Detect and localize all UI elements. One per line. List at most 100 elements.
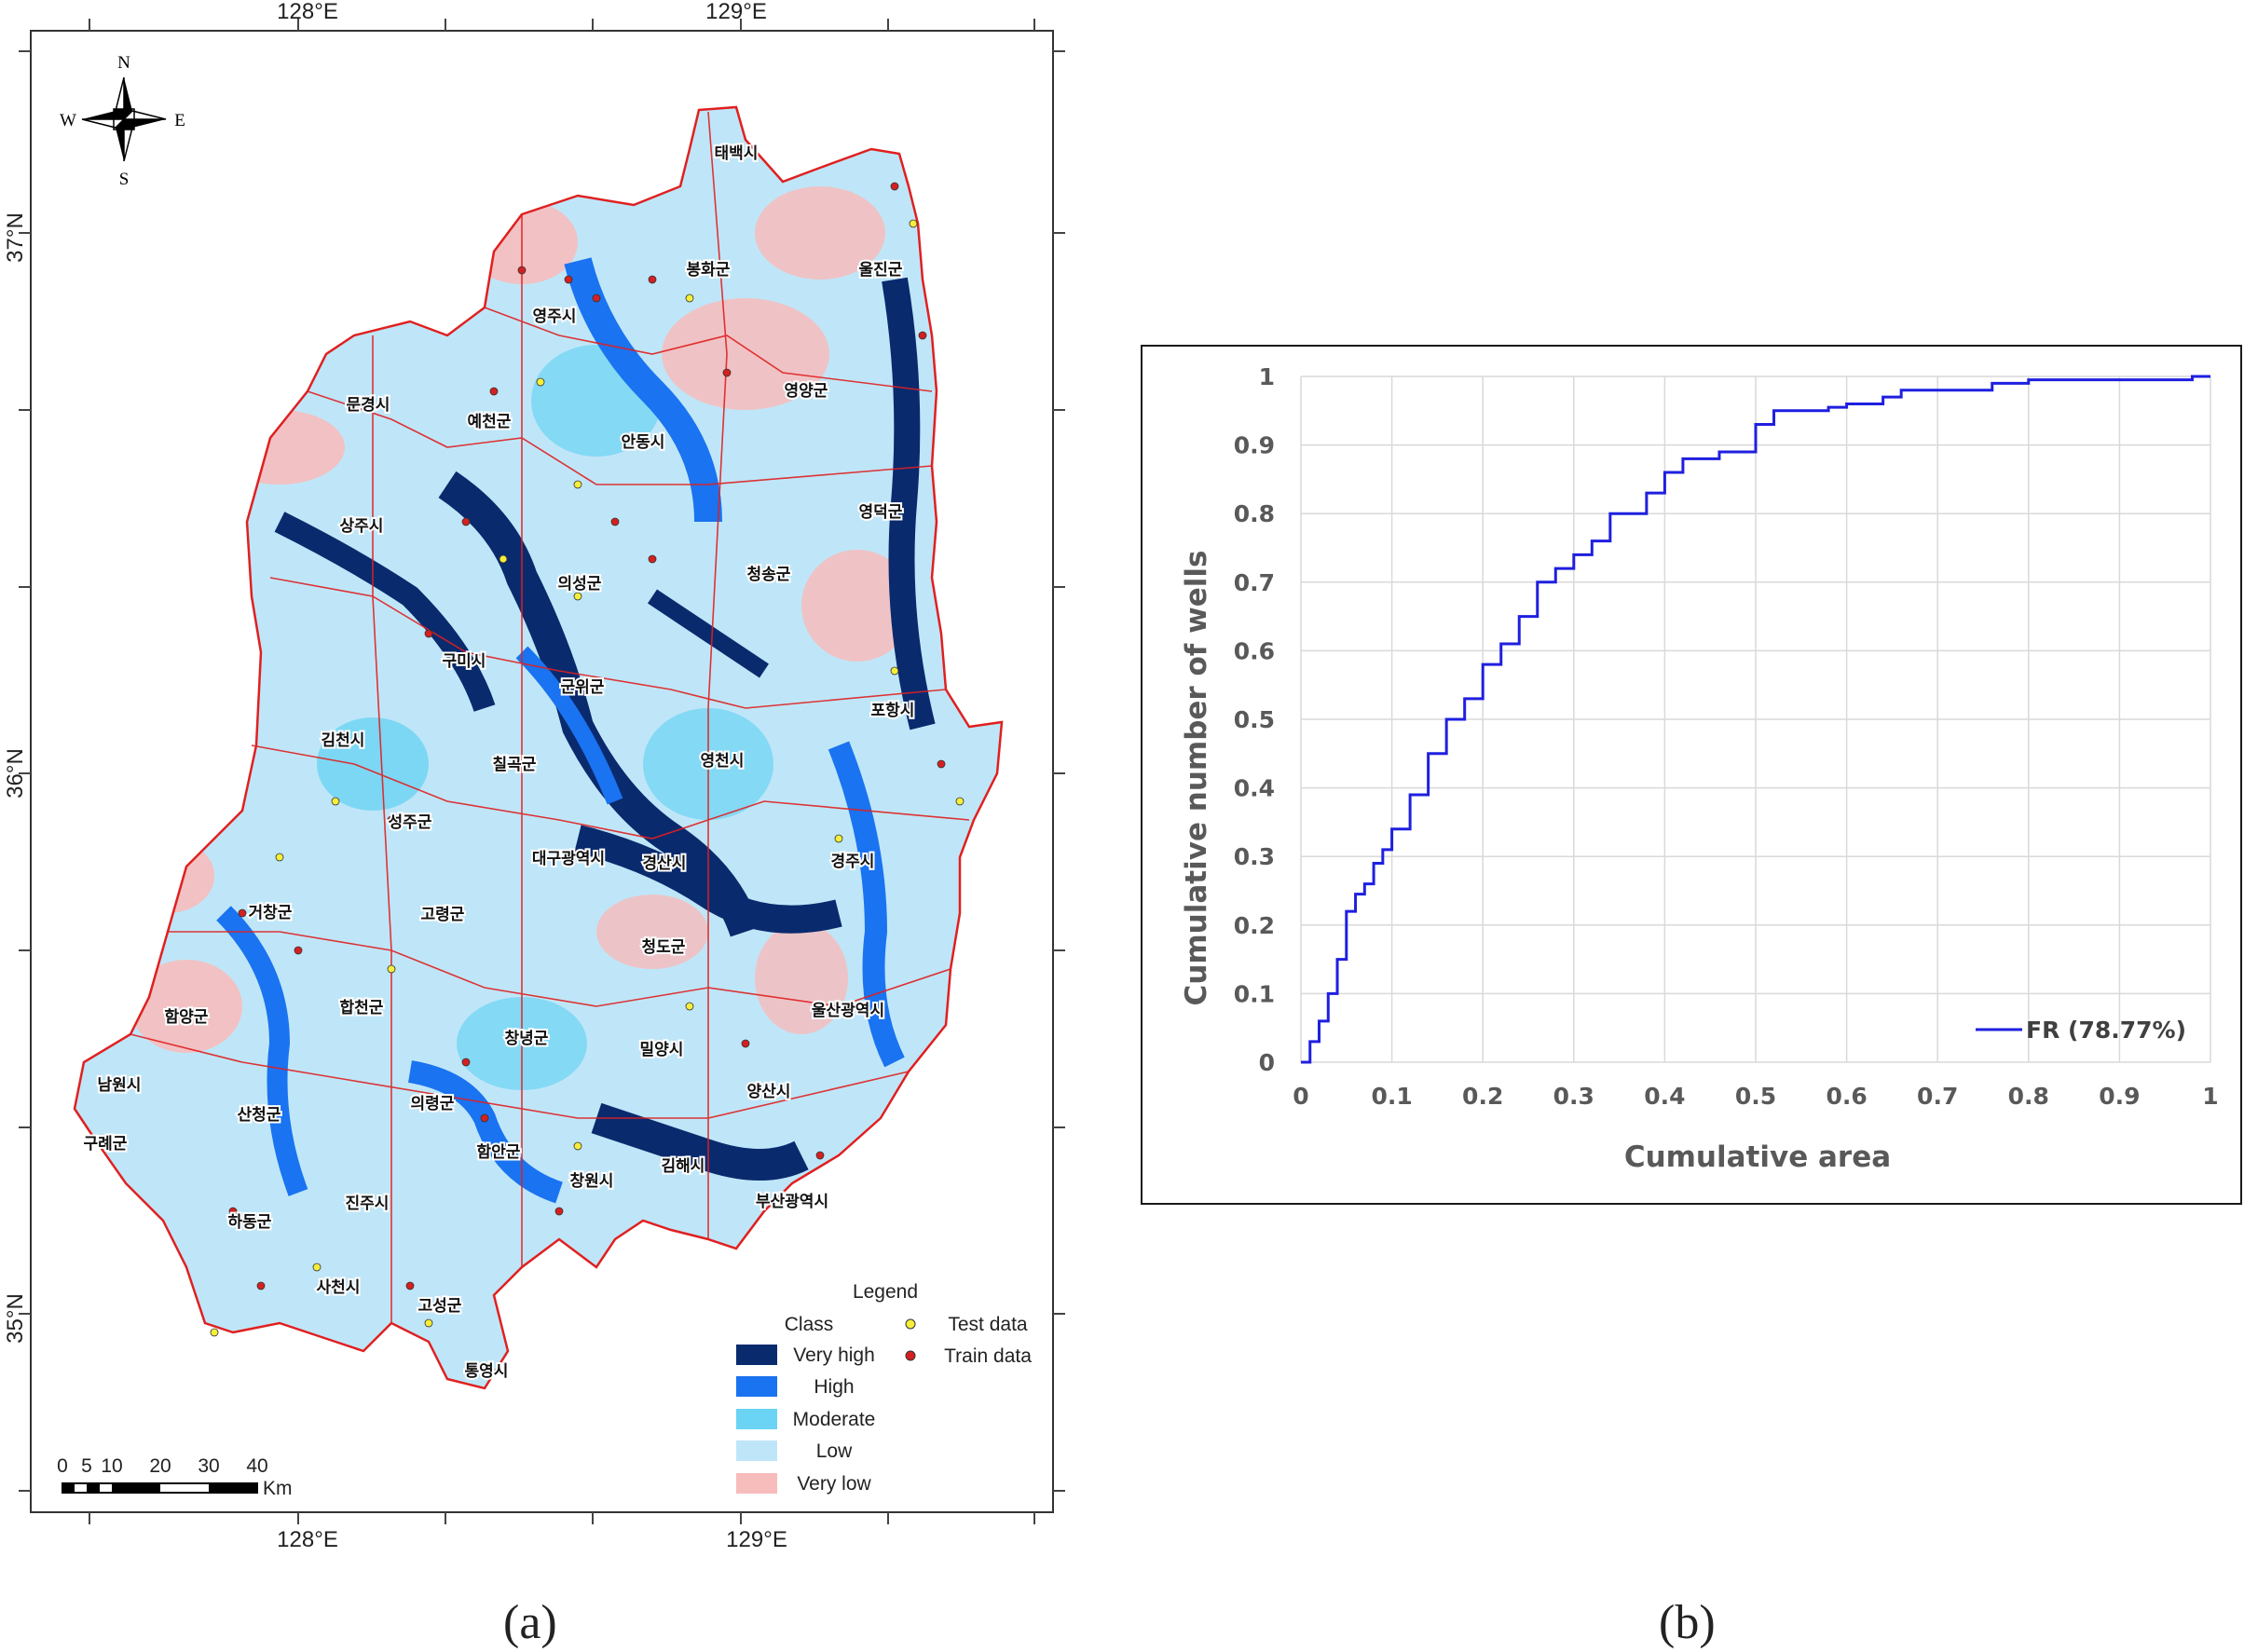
place-label: 안동시 <box>622 433 665 452</box>
y-tick-label: 0.3 <box>1234 843 1275 870</box>
place-label: 밀양시 <box>640 1040 684 1059</box>
lat-label-37-right: 37°N <box>1066 212 1072 263</box>
lon-label-128-bottom: 128°E <box>277 1527 338 1552</box>
place-label: 성주군 <box>389 813 432 832</box>
x-tick-label: 0.5 <box>1735 1083 1776 1110</box>
place-label: 구미시 <box>443 652 486 671</box>
x-tick-label: 1 <box>2202 1083 2218 1110</box>
scale-tick: 30 <box>198 1455 219 1477</box>
place-label: 함양군 <box>165 1007 209 1027</box>
lon-label-128-top: 128°E <box>277 0 338 24</box>
place-label: 김해시 <box>662 1157 705 1176</box>
place-label: 태백시 <box>715 144 759 163</box>
scale-tick: 10 <box>101 1455 122 1477</box>
lat-label-36-right: 36°N <box>1066 748 1072 799</box>
place-label: 영덕군 <box>859 503 903 522</box>
x-axis-label: Cumulative area <box>1624 1140 1891 1174</box>
x-tick-label: 0.8 <box>2008 1083 2049 1110</box>
y-tick-label: 0.9 <box>1234 432 1275 459</box>
chart-series <box>1301 375 2210 1064</box>
lat-label-37-left: 37°N <box>3 212 28 263</box>
legend-swatch-moderate <box>736 1409 777 1429</box>
susceptibility-region <box>73 105 1004 1390</box>
north-arrow-icon: N S E W <box>60 53 185 189</box>
legend-class-label: Low <box>816 1440 853 1462</box>
scale-tick: 5 <box>81 1455 92 1477</box>
x-tick-label: 0.4 <box>1644 1083 1685 1110</box>
place-label: 김천시 <box>322 731 365 750</box>
compass-w: W <box>60 111 76 130</box>
x-tick-label: 0.6 <box>1826 1083 1867 1110</box>
place-label: 울산광역시 <box>812 1002 884 1020</box>
place-label: 고령군 <box>421 905 465 924</box>
place-label: 창원시 <box>570 1172 614 1191</box>
series-line-fr <box>1301 375 2210 1064</box>
legend-swatch-low <box>736 1440 777 1461</box>
place-label: 양산시 <box>747 1083 791 1101</box>
scale-tick: 40 <box>246 1455 267 1477</box>
y-tick-label: 0.2 <box>1234 912 1275 939</box>
legend-test-marker <box>905 1318 916 1330</box>
map-legend: Legend Class Very high High Moderate Low… <box>736 1281 1032 1495</box>
lat-label-36-left: 36°N <box>3 748 28 799</box>
legend-title: Legend <box>853 1281 918 1303</box>
legend-point-label: Train data <box>944 1345 1032 1367</box>
place-label: 진주시 <box>346 1195 390 1213</box>
y-tick-label: 0.7 <box>1234 569 1275 596</box>
place-label: 울진군 <box>859 261 903 280</box>
success-rate-chart: 0 0.1 0.2 0.3 0.4 0.5 0.6 0.7 0.8 0.9 1 0 0.1 0.2 0.3 0… <box>1180 363 2219 1174</box>
place-label: 거창군 <box>249 904 293 922</box>
place-label: 사천시 <box>317 1278 361 1297</box>
x-tick-label: 0.9 <box>2099 1083 2140 1110</box>
place-label: 산청군 <box>238 1105 281 1125</box>
place-label: 영양군 <box>785 382 828 401</box>
place-label: 군위군 <box>561 678 605 697</box>
legend-class-label: Very high <box>793 1345 875 1366</box>
y-axis-label: Cumulative number of wells <box>1180 551 1213 1006</box>
compass-n: N <box>117 53 130 73</box>
place-label: 칠곡군 <box>493 755 537 774</box>
place-label: 합천군 <box>340 998 384 1017</box>
place-label: 예천군 <box>468 413 512 431</box>
caption-a: (a) <box>503 1596 557 1649</box>
legend-point-label: Test data <box>948 1314 1028 1335</box>
well-points <box>210 182 965 1337</box>
place-label: 의성군 <box>558 575 602 594</box>
lat-label-35-right: 35°N <box>1066 1293 1072 1344</box>
place-label: 영주시 <box>533 307 577 326</box>
place-label: 봉화군 <box>687 261 731 280</box>
legend-swatch-very-low <box>736 1473 777 1494</box>
place-label: 문경시 <box>347 396 390 415</box>
place-label: 대구광역시 <box>532 850 605 868</box>
x-tick-label: 0 <box>1293 1083 1308 1110</box>
y-tick-label: 0.5 <box>1234 706 1275 733</box>
legend-swatch-very-high <box>736 1345 777 1365</box>
lat-label-35-left: 35°N <box>3 1293 28 1344</box>
y-tick-label: 0.4 <box>1234 775 1275 802</box>
legend-train-marker <box>905 1350 916 1361</box>
place-label: 의령군 <box>411 1094 455 1113</box>
success-rate-chart-panel: 0 0.1 0.2 0.3 0.4 0.5 0.6 0.7 0.8 0.9 1 0 0.1 0.2 0.3 0… <box>1141 345 2242 1205</box>
place-label: 상주시 <box>340 517 384 536</box>
compass-s: S <box>119 170 130 189</box>
legend-class-title: Class <box>785 1314 834 1335</box>
place-label: 청도군 <box>642 937 686 957</box>
place-label: 남원시 <box>98 1076 142 1095</box>
scale-tick: 0 <box>57 1455 68 1477</box>
chart-grid <box>1300 375 2211 1063</box>
legend-swatch-high <box>736 1376 777 1397</box>
place-label: 고성군 <box>418 1297 462 1316</box>
place-label: 통영시 <box>465 1362 509 1381</box>
place-label: 하동군 <box>228 1213 272 1232</box>
chart-ticks: 0 0.1 0.2 0.3 0.4 0.5 0.6 0.7 0.8 0.9 1 0 0.1 0.2 0.3 0… <box>1234 363 2219 1110</box>
place-label: 영천시 <box>701 752 745 771</box>
scale-tick: 20 <box>149 1455 171 1477</box>
caption-b: (b) <box>1659 1596 1716 1649</box>
place-label: 함안군 <box>477 1142 521 1162</box>
place-label: 포항시 <box>871 701 915 720</box>
legend-class-label: High <box>814 1376 854 1398</box>
y-tick-label: 0.1 <box>1234 980 1275 1007</box>
place-label: 창녕군 <box>505 1029 549 1048</box>
chart-legend: FR (78.77%) <box>1976 1017 2186 1044</box>
susceptibility-map-panel: 128°E 129°E 128°E 129°E 37°N 36°N 35°N 3… <box>0 0 1091 1652</box>
